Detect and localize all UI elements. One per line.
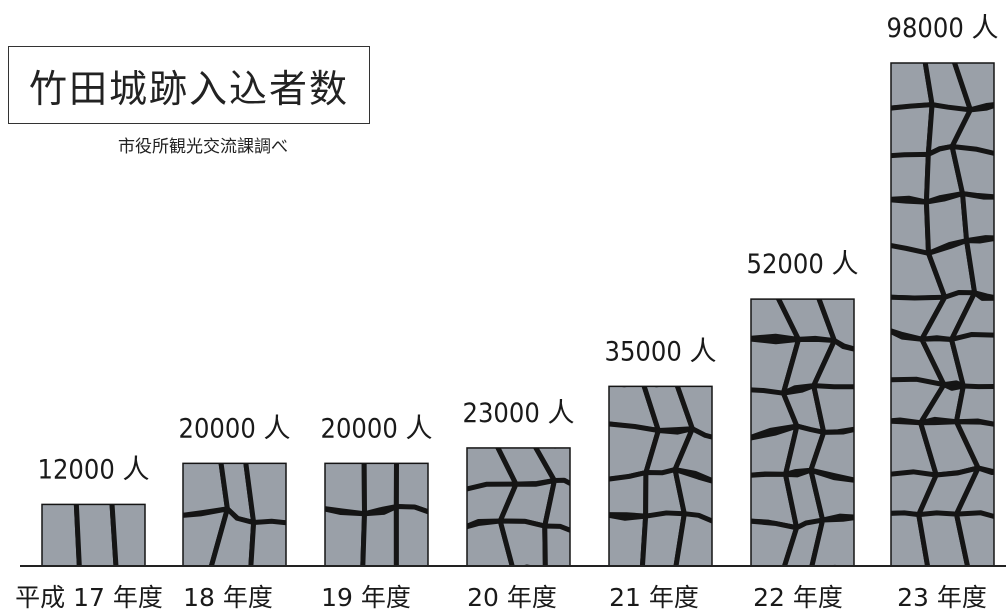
bars-layer [41, 62, 995, 567]
stone-block [497, 518, 548, 566]
stone-block [183, 506, 230, 566]
stone-block [891, 151, 931, 205]
stone-block [360, 504, 399, 566]
stone-block [809, 515, 854, 566]
stone-block [73, 504, 119, 567]
stone-block [361, 463, 399, 517]
source-note: 市役所観光交流課調べ [118, 137, 288, 157]
bar-4 [467, 447, 570, 566]
stone-block [960, 191, 994, 244]
bar-5 [609, 386, 712, 566]
category-label: 22 年度 [753, 583, 843, 612]
value-label: 23000 人 [463, 398, 575, 429]
chart-title: 竹田城跡入込者数 [28, 66, 349, 111]
value-label: 12000 人 [38, 454, 150, 485]
value-label: 35000 人 [605, 336, 717, 367]
stone-block [751, 518, 800, 566]
value-label: 98000 人 [887, 13, 999, 44]
stone-block [953, 510, 994, 566]
stone-block [609, 470, 649, 519]
value-label: 20000 人 [321, 413, 433, 444]
chart-title-box: 竹田城跡入込者数 [8, 46, 370, 124]
category-label: 23 年度 [897, 583, 987, 612]
category-label: 平成 17 年度 [15, 583, 163, 612]
bar-1 [42, 504, 145, 567]
category-label: 21 年度 [609, 583, 699, 612]
stone-block [953, 383, 994, 427]
bar-7 [891, 63, 994, 566]
stone-block [393, 504, 428, 566]
stone-block [109, 504, 145, 567]
stone-block [243, 463, 286, 526]
category-label: 19 年度 [321, 583, 411, 612]
stone-block [325, 463, 368, 517]
labels-layer: 12000 人平成 17 年度 20000 人 18 年度 20000 人 19 年度 2… [15, 13, 998, 612]
category-label: 20 年度 [467, 583, 557, 612]
value-label: 52000 人 [747, 249, 859, 280]
stone-block [42, 504, 82, 567]
stone-block [609, 512, 649, 566]
stone-block [891, 102, 935, 160]
bar-6 [751, 299, 854, 566]
value-label: 20000 人 [179, 413, 291, 444]
category-label: 18 年度 [183, 583, 273, 612]
stone-block [673, 511, 712, 566]
stone-block [542, 523, 570, 566]
stone-block [208, 506, 257, 566]
bar-3 [325, 463, 428, 566]
stone-block [811, 383, 854, 435]
stone-block [248, 518, 286, 566]
stone-block [639, 510, 687, 566]
bar-2 [183, 463, 286, 566]
stone-block [325, 506, 368, 566]
stone-block [916, 510, 971, 566]
